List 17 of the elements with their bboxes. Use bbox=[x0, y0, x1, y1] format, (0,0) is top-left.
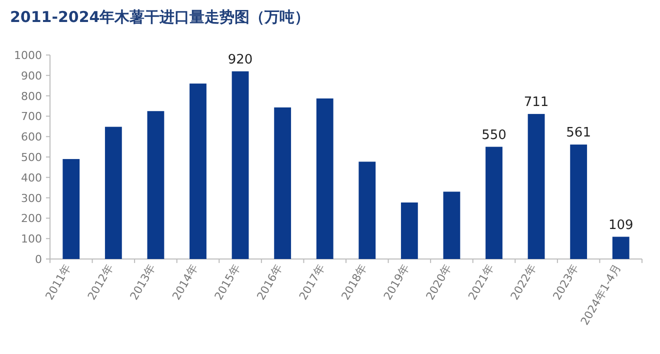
y-tick-label: 1000 bbox=[14, 49, 42, 62]
data-label: 550 bbox=[482, 128, 506, 143]
y-tick-label: 900 bbox=[21, 69, 42, 82]
y-tick-label: 700 bbox=[21, 110, 42, 124]
y-tick-label: 500 bbox=[21, 151, 42, 164]
title: 2011-2024年木薯干进口量走势图（万吨） bbox=[10, 8, 310, 26]
y-tick-label: 300 bbox=[21, 192, 42, 205]
data-label: 109 bbox=[608, 218, 634, 233]
y-tick-label: 600 bbox=[21, 130, 42, 144]
y-tick-label: 200 bbox=[21, 212, 42, 226]
y-tick-label: 0 bbox=[35, 253, 42, 266]
data-label: 711 bbox=[524, 94, 549, 110]
y-tick-label: 400 bbox=[21, 171, 42, 184]
data-label: 561 bbox=[566, 126, 591, 141]
y-tick-label: 800 bbox=[21, 90, 42, 103]
data-label: 920 bbox=[228, 52, 253, 68]
y-tick-label: 100 bbox=[21, 232, 42, 246]
